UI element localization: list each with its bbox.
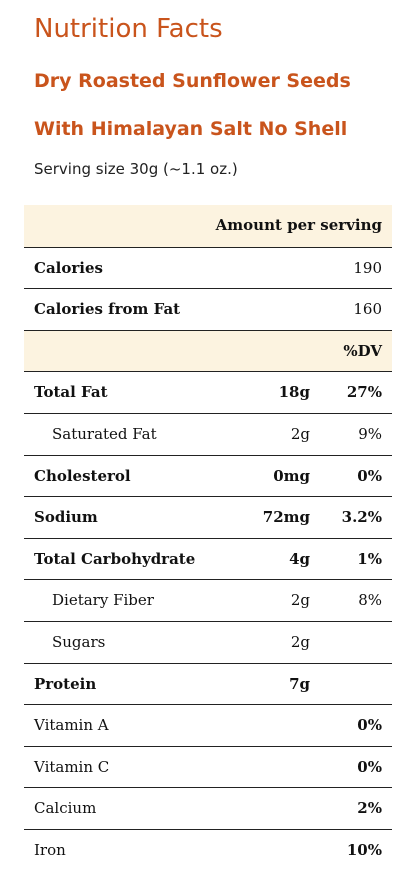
nutrient-row-sugars: Sugars 2g — [24, 620, 392, 663]
amount-header-row: Amount per serving — [24, 205, 392, 247]
nutrient-amount: 18g — [278, 383, 310, 402]
dv-header: %DV — [343, 341, 382, 360]
nutrient-amount: 0mg — [273, 466, 310, 485]
nutrient-label: Protein — [34, 674, 97, 693]
vitamin-dv: 0% — [357, 757, 382, 776]
vitamin-row-c: Vitamin C 0% — [24, 745, 392, 788]
vitamin-label: Iron — [34, 840, 66, 859]
calories-value: 190 — [353, 258, 382, 277]
nutrient-label: Cholesterol — [34, 466, 131, 485]
nutrient-dv: 1% — [357, 549, 382, 568]
nutrient-amount: 2g — [290, 424, 310, 443]
nutrient-amount: 2g — [290, 591, 310, 610]
nutrient-dv: 27% — [346, 383, 382, 402]
nutrient-label: Saturated Fat — [52, 424, 157, 443]
nutrient-row-dietary-fiber: Dietary Fiber 2g 8% — [24, 579, 392, 621]
serving-size: Serving size 30g (~1.1 oz.) — [34, 160, 238, 178]
nutrient-row-protein: Protein 7g — [24, 662, 392, 705]
nutrient-dv: 8% — [358, 591, 382, 610]
nutrient-row-saturated-fat: Saturated Fat 2g 9% — [24, 412, 392, 455]
amount-per-serving-header: Amount per serving — [215, 216, 382, 234]
nutrient-dv: 0% — [357, 466, 382, 485]
nutrition-table: Amount per serving Calories 190 Calories… — [24, 205, 392, 871]
nutrient-row-total-carbohydrate: Total Carbohydrate 4g 1% — [24, 537, 392, 580]
calories-label: Calories — [34, 258, 103, 277]
nutrient-amount: 4g — [289, 549, 310, 568]
calories-row: Calories 190 — [24, 246, 392, 289]
product-name-line2: With Himalayan Salt No Shell — [34, 118, 348, 140]
calories-fat-label: Calories from Fat — [34, 300, 181, 319]
vitamin-dv: 10% — [346, 840, 382, 859]
vitamin-dv: 2% — [357, 799, 382, 818]
vitamin-row-calcium: Calcium 2% — [24, 787, 392, 829]
vitamin-label: Vitamin C — [34, 757, 110, 776]
nutrient-row-cholesterol: Cholesterol 0mg 0% — [24, 454, 392, 497]
nutrient-dv: 9% — [358, 424, 382, 443]
nutrient-row-sodium: Sodium 72mg 3.2% — [24, 496, 392, 538]
page-title: Nutrition Facts — [34, 14, 223, 44]
vitamin-label: Vitamin A — [34, 716, 109, 735]
vitamin-label: Calcium — [34, 799, 97, 818]
nutrient-label: Total Carbohydrate — [34, 549, 196, 568]
calories-fat-row: Calories from Fat 160 — [24, 288, 392, 330]
nutrient-label: Dietary Fiber — [52, 591, 154, 610]
vitamin-row-iron: Iron 10% — [24, 828, 392, 871]
dv-header-row: %DV — [24, 329, 392, 372]
nutrient-label: Sugars — [52, 632, 106, 651]
nutrient-amount: 7g — [289, 674, 310, 693]
product-name-line1: Dry Roasted Sunflower Seeds — [34, 70, 351, 92]
vitamin-dv: 0% — [357, 716, 382, 735]
vitamin-row-a: Vitamin A 0% — [24, 704, 392, 746]
nutrient-label: Sodium — [34, 508, 98, 527]
nutrient-label: Total Fat — [34, 383, 108, 402]
nutrient-row-total-fat: Total Fat 18g 27% — [24, 371, 392, 413]
calories-fat-value: 160 — [353, 300, 382, 319]
nutrient-amount: 2g — [290, 632, 310, 651]
nutrient-dv: 3.2% — [341, 508, 382, 527]
nutrient-amount: 72mg — [262, 508, 310, 527]
